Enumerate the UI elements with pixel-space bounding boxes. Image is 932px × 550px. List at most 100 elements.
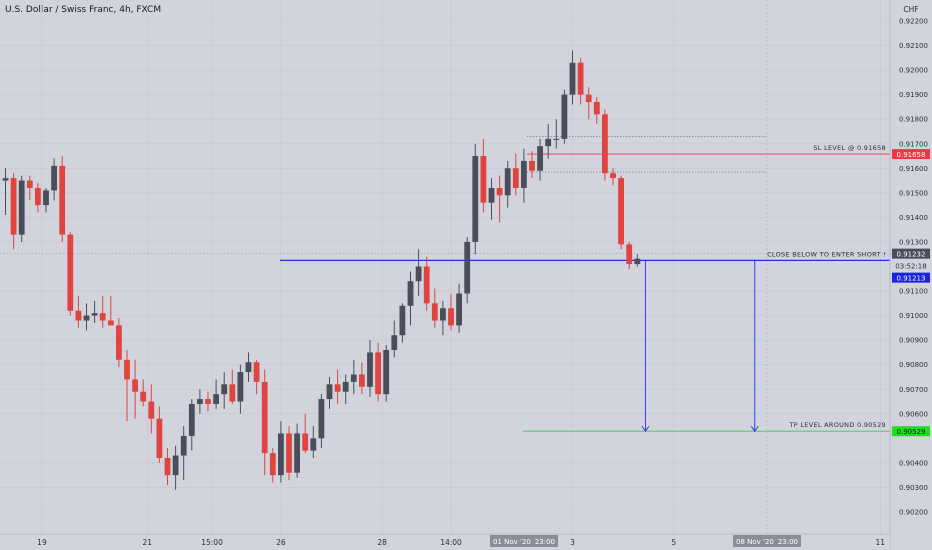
candle-body — [302, 433, 309, 451]
candle-body — [634, 258, 641, 265]
countdown-badge-bg — [892, 260, 930, 271]
candle-body — [83, 315, 90, 321]
x-tick-label: 14:00 — [440, 538, 462, 547]
candle-body — [375, 352, 381, 395]
y-tick-label: 0.92200 — [899, 18, 928, 26]
candle-body — [529, 160, 535, 171]
candle-body — [488, 187, 495, 203]
sl-badge-bg — [892, 149, 930, 160]
time-badge-date: 01 Nov '20 — [493, 538, 531, 546]
candle-body — [148, 401, 155, 419]
candle-body — [205, 399, 211, 404]
x-tick-label: 28 — [377, 538, 387, 547]
candle-body — [310, 438, 317, 451]
countdown-badge: 03:52:18 — [895, 263, 926, 271]
candle-body — [124, 359, 130, 380]
candle-body — [610, 173, 616, 179]
level-label: TP LEVEL AROUND 0.90529 — [789, 421, 886, 429]
candle-body — [116, 325, 122, 360]
candle-body — [245, 362, 252, 373]
candle-body — [496, 187, 503, 196]
candle-body — [456, 293, 462, 326]
candle-body — [35, 187, 41, 206]
candle-body — [423, 266, 430, 304]
candle-body — [188, 403, 195, 436]
candle-body — [399, 305, 406, 336]
candle-body — [75, 310, 82, 321]
candle-body — [334, 384, 341, 392]
candle-body — [521, 160, 527, 188]
time-badge-time: 23:00 — [778, 538, 798, 546]
candle-body — [318, 399, 325, 439]
time-badge-bg — [490, 535, 558, 547]
x-tick-label: 11 — [876, 538, 886, 547]
candle-body — [326, 384, 333, 400]
candle-body — [67, 234, 74, 311]
candle-body — [553, 138, 560, 140]
arrow-head — [750, 425, 759, 433]
x-tick-label: 5 — [671, 538, 676, 547]
x-tick-label: 15:00 — [201, 538, 223, 547]
candle-body — [407, 281, 414, 306]
x-tick-label: 3 — [570, 538, 575, 547]
y-tick-label: 0.91600 — [899, 165, 928, 173]
arrow-head — [641, 425, 650, 433]
candle-body — [294, 433, 300, 473]
entry-badge-bg — [892, 272, 930, 283]
candle-body — [269, 453, 276, 476]
y-tick-label: 0.92100 — [899, 42, 928, 50]
time-badge-bg — [733, 535, 801, 547]
x-tick-label: 26 — [276, 538, 286, 547]
candle-body — [585, 94, 592, 103]
candle-body — [197, 399, 203, 404]
current-price-badge-bg — [892, 248, 930, 259]
currency-label: CHF — [903, 5, 918, 14]
y-tick-label: 0.91500 — [899, 189, 928, 197]
candle-body — [415, 266, 422, 282]
candle-body — [261, 381, 268, 454]
candle-body — [602, 114, 608, 174]
y-tick-label: 0.91900 — [899, 91, 928, 99]
candle-body — [2, 178, 9, 181]
y-tick-label: 0.92000 — [899, 67, 928, 75]
candle-body — [577, 62, 584, 95]
candle-body — [480, 156, 487, 203]
candle-body — [10, 178, 17, 235]
candle-body — [18, 180, 25, 235]
sl-badge: 0.91658 — [897, 151, 926, 159]
candle-body — [512, 168, 519, 188]
y-tick-label: 0.90800 — [899, 361, 928, 369]
candle-body — [391, 335, 398, 350]
candle-body — [561, 94, 568, 139]
candle-body — [132, 379, 138, 392]
candle-body — [156, 418, 163, 458]
candle-body — [431, 303, 438, 321]
candle-body — [107, 320, 114, 326]
candle-body — [229, 384, 236, 402]
y-tick-label: 0.90700 — [899, 386, 928, 394]
candle-body — [464, 241, 471, 294]
y-tick-label: 0.91100 — [899, 288, 928, 296]
x-tick-label: 21 — [142, 538, 152, 547]
y-tick-label: 0.90900 — [899, 337, 928, 345]
candle-body — [213, 394, 219, 404]
candle-body — [51, 165, 57, 191]
candle-body — [140, 391, 147, 402]
x-tick-label: 19 — [37, 538, 47, 547]
entry-badge: 0.91213 — [897, 275, 926, 283]
candle-body — [26, 180, 33, 188]
candle-body — [545, 138, 552, 147]
candle-body — [237, 372, 244, 402]
y-tick-label: 0.90600 — [899, 410, 928, 418]
candle-body — [278, 433, 284, 476]
time-badge-date: 08 Nov '20 — [736, 538, 774, 546]
candle-body — [43, 190, 49, 206]
candle-body — [626, 244, 633, 265]
candle-body — [359, 374, 365, 387]
y-tick-label: 0.91000 — [899, 312, 928, 320]
current-price-badge: 0.91232 — [897, 251, 926, 259]
candle-body — [367, 352, 373, 387]
tp-badge-bg — [892, 426, 930, 437]
